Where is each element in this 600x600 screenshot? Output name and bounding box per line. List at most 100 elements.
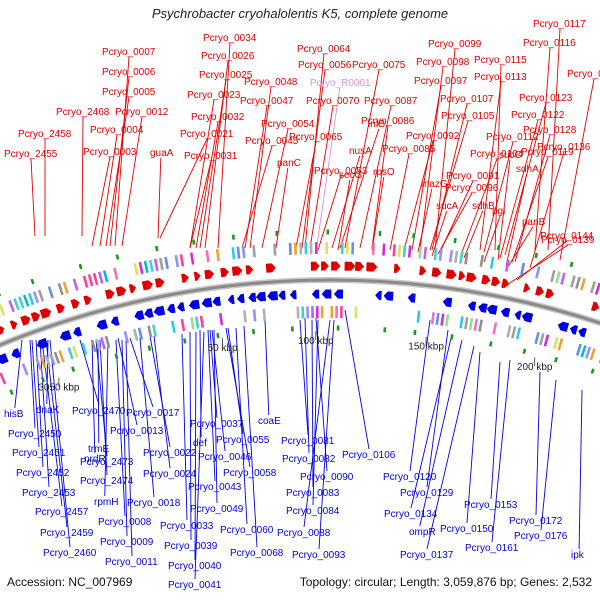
top-gene-label: Pcryo_0012: [115, 107, 169, 118]
forward-gene-arrow: [55, 303, 65, 314]
bottom-callout-line: [189, 331, 192, 541]
inner-feature-block: [492, 322, 498, 335]
top-gene-label: Pcryo_0032: [191, 112, 245, 123]
outer-feature-block: [371, 242, 375, 256]
top-callout-line: [479, 81, 502, 251]
inner-feature-block: [35, 358, 43, 371]
top-callout-line: [371, 176, 385, 251]
reverse-gene-arrow: [237, 293, 245, 304]
outer-green-mark: [378, 230, 382, 236]
forward-gene-arrow: [141, 280, 153, 291]
inner-feature-block: [435, 312, 440, 326]
bottom-callout-line: [125, 339, 133, 557]
forward-gene-arrow: [115, 286, 127, 297]
outer-feature-block: [407, 245, 412, 258]
top-gene-label: Pcryo_0065: [289, 132, 343, 143]
bottom-callout-line: [243, 325, 258, 548]
outer-feature-block: [133, 262, 139, 276]
bottom-gene-label: Pcryo_0058: [223, 468, 277, 479]
top-callout-line: [195, 121, 219, 249]
reverse-gene-arrow: [407, 293, 416, 303]
inner-feature-block: [67, 347, 74, 360]
top-gene-label: guaA: [150, 148, 174, 159]
bottom-gene-label: Pcryo_0037: [190, 419, 244, 430]
top-gene-label: Pcryo_0115: [474, 55, 527, 66]
top-callout-line: [429, 120, 469, 251]
outer-feature-block: [309, 242, 313, 255]
inner-green-mark: [590, 368, 595, 374]
outer-feature-block: [423, 246, 428, 260]
top-gene-label: Pcryo_0006: [102, 67, 156, 78]
top-callout-line: [199, 79, 227, 249]
reverse-gene-arrow: [153, 305, 166, 316]
outer-feature-block: [27, 292, 35, 306]
top-gene-label: Pcryo_0112: [486, 132, 539, 143]
bottom-callout-line: [29, 339, 36, 429]
reverse-gene-arrow: [289, 290, 297, 300]
top-gene-label: Pcryo_0098: [416, 57, 470, 68]
forward-gene-arrow: [331, 261, 341, 271]
top-callout-line: [261, 128, 289, 249]
outer-feature-block: [87, 274, 94, 287]
top-gene-label: sucC: [499, 150, 522, 161]
reverse-gene-arrow: [267, 291, 278, 301]
bottom-gene-label: rpmH: [94, 497, 118, 508]
bottom-callout-line: [139, 337, 155, 498]
bottom-callout-line: [491, 359, 511, 543]
reverse-gene-arrow: [333, 289, 344, 299]
top-gene-label: Pcryo_2468: [56, 107, 110, 118]
top-gene-label: sdhB: [472, 201, 495, 212]
forward-gene-arrow: [366, 262, 378, 272]
top-callout-line: [437, 192, 473, 255]
top-gene-label: Pcryo_0116: [523, 38, 576, 49]
bottom-callout-line: [79, 339, 100, 406]
bottom-gene-label: Pcryo_0083: [286, 488, 340, 499]
top-callout-line: [483, 141, 514, 253]
outer-feature-block: [189, 252, 195, 265]
accession-text: Accession: NC_007969: [7, 575, 133, 589]
forward-gene-arrow: [9, 320, 18, 330]
bottom-gene-label: Pcryo_0150: [440, 524, 494, 535]
top-callout-line: [344, 69, 380, 249]
inner-feature-block: [468, 317, 474, 331]
forward-gene-arrow: [154, 278, 165, 288]
bottom-gene-label: Pcryo_0017: [126, 408, 180, 419]
bottom-callout-line: [213, 329, 218, 504]
outer-feature-block: [138, 261, 144, 275]
bottom-gene-label: Pcryo_2450: [8, 429, 62, 440]
top-callout-line: [275, 167, 289, 249]
forward-gene-arrow: [193, 271, 201, 281]
reverse-gene-arrow: [557, 321, 570, 332]
reverse-gene-arrow: [500, 307, 511, 318]
outer-feature-block: [236, 246, 241, 259]
inner-feature-block: [123, 330, 130, 344]
inner-feature-block: [580, 345, 587, 358]
top-callout-line: [99, 134, 118, 247]
outer-green-mark: [569, 261, 574, 268]
inner-feature-block: [543, 334, 550, 347]
backbone-layer: [0, 277, 600, 349]
bottom-gene-label: Pcryo_2473: [80, 457, 134, 468]
inner-feature-block: [552, 336, 559, 350]
top-gene-label: infB: [368, 119, 386, 130]
scale-label: 150 kbp: [408, 342, 444, 353]
top-gene-label: Pcryo_0007: [102, 47, 156, 58]
inner-green-mark: [71, 366, 76, 372]
bottom-callout-line: [91, 339, 96, 454]
top-callout-line: [559, 78, 595, 261]
top-callout-line: [359, 105, 392, 249]
inner-feature-block: [262, 308, 267, 321]
bottom-callout-line: [466, 351, 481, 524]
bottom-callout-line: [312, 319, 319, 506]
top-callout-line: [505, 173, 528, 267]
forward-gene-arrow: [104, 289, 115, 300]
bottom-callout-line: [209, 329, 218, 419]
bottom-gene-label: Pcryo_0049: [190, 504, 244, 515]
outer-feature-block: [102, 270, 109, 283]
top-gene-label: Pcryo_0144: [540, 231, 594, 242]
bottom-callout-line: [97, 339, 100, 444]
forward-gene-arrow: [591, 301, 600, 312]
inner-feature-block: [49, 353, 56, 366]
top-gene-label: Pcryo_0099: [428, 39, 482, 50]
